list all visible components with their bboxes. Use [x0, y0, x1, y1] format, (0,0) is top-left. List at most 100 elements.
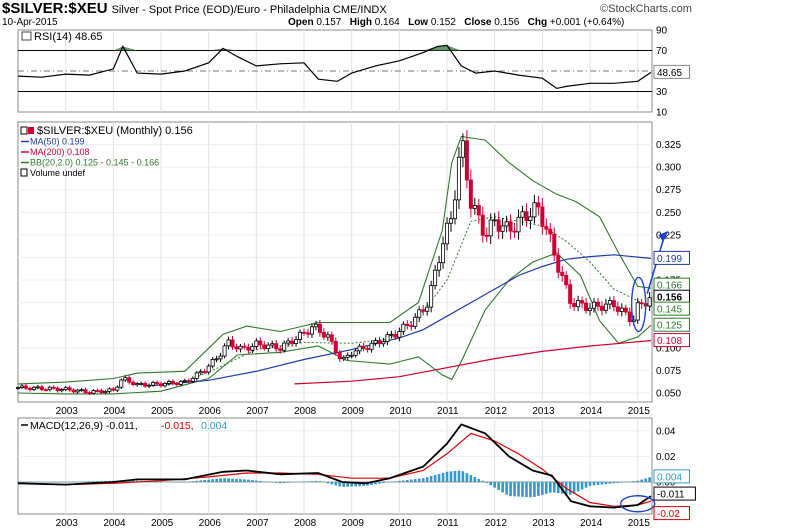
macd-x-tick-label: 2012: [485, 518, 508, 529]
candle-body: [170, 381, 175, 385]
candle-body: [397, 331, 402, 338]
macd-hist-bar: [286, 482, 290, 483]
candle-body: [71, 389, 76, 393]
candle-body: [532, 202, 537, 218]
candle-body: [242, 345, 247, 348]
macd-hist-bar: [259, 480, 262, 482]
candle-body: [456, 156, 461, 201]
macd-hist-bar: [334, 482, 338, 486]
candle-body: [127, 377, 132, 383]
macd-hist-bar: [429, 476, 433, 482]
macd-hist-bar: [556, 482, 560, 494]
candle-body: [198, 371, 203, 374]
candle-body: [262, 344, 267, 350]
price-x-tick-label: 2005: [151, 406, 174, 417]
macd-tick-label: 0.02: [656, 452, 676, 463]
candle-body: [615, 306, 620, 312]
macd-hist-bar: [36, 482, 40, 483]
macd-hist-bar: [485, 482, 489, 483]
candle-body: [492, 219, 497, 222]
macd-hist-bar: [417, 478, 421, 482]
macd-hist-bar: [632, 481, 636, 482]
chg-label: Chg: [527, 17, 548, 28]
candle-body: [107, 388, 112, 392]
macd-hist-bar: [374, 482, 377, 485]
macd-hist-bar: [100, 481, 103, 482]
macd-hist-bar: [266, 481, 270, 483]
candle-body: [202, 371, 207, 373]
price-x-tick-label: 2007: [246, 406, 269, 417]
candle-body: [639, 302, 644, 305]
macd-hist-bar: [497, 482, 500, 490]
macd-hist-bar: [358, 482, 361, 487]
macd-hist-bar: [195, 480, 199, 482]
macd-hist-bar: [560, 482, 564, 494]
candle-body: [75, 389, 80, 393]
candle-body: [445, 222, 450, 245]
candle-body: [329, 334, 334, 342]
macd-hist-bar: [207, 479, 210, 482]
candle-body: [433, 269, 438, 287]
candle-body: [500, 225, 505, 232]
candle-body: [635, 302, 640, 321]
macd-hist-bar: [52, 482, 56, 483]
price-tick-label: 0.225: [656, 230, 681, 241]
macd-hist-bar: [294, 482, 298, 483]
macd-hist-bar: [302, 481, 306, 483]
macd-x-tick-label: 2011: [437, 518, 459, 529]
price-x-tick-label: 2012: [485, 406, 508, 417]
macd-hist-bar: [28, 482, 32, 483]
candle-body: [476, 205, 481, 216]
candle-body: [512, 230, 517, 233]
candle-body: [321, 331, 326, 338]
macd-hist-bar: [282, 482, 286, 484]
macd-value-label-box: [653, 469, 690, 484]
macd-x-tick-label: 2014: [580, 518, 603, 529]
macd-hist-bar: [437, 473, 441, 482]
macd-hist-bar: [350, 482, 353, 487]
macd-hist-bar: [131, 480, 135, 482]
price-tick-label: 0.050: [656, 388, 681, 399]
macd-hist-bar: [620, 482, 624, 483]
macd-hist-bar: [394, 481, 397, 482]
candle-body: [365, 348, 370, 350]
candle-body: [603, 303, 608, 311]
macd-hist-bar: [199, 480, 203, 482]
candle-body: [47, 386, 52, 391]
macd-hist-bar: [409, 479, 413, 482]
macd-hist-bar: [628, 481, 632, 483]
macd-value-label: -0.011: [657, 490, 685, 501]
macd-value-label: 0.004: [657, 472, 682, 483]
macd-hist-bar: [290, 482, 294, 483]
candle-body: [162, 383, 167, 387]
high-label: High: [349, 17, 372, 28]
candle-body: [111, 388, 116, 391]
price-tick-label: 0.275: [656, 185, 681, 196]
macd-hist-bar: [76, 481, 79, 483]
macd-hist-bar: [636, 480, 639, 482]
macd-hist-bar: [92, 481, 95, 482]
candle-body: [147, 384, 152, 387]
price-x-tick-label: 2006: [199, 406, 222, 417]
macd-hist-bar: [211, 479, 214, 482]
candle-body: [619, 307, 624, 312]
macd-x-tick-label: 2009: [342, 518, 365, 529]
macd-hist-bar: [612, 482, 616, 484]
macd-hist-bar: [608, 482, 612, 484]
macd-hist-bar: [203, 480, 207, 482]
candle-body: [540, 206, 545, 227]
annotation-arrowhead: [658, 231, 669, 242]
macd-hist-bar: [398, 480, 401, 482]
macd-legend-macd: MACD(12,26,9) -0.011,: [30, 420, 138, 432]
macd-hist-bar: [338, 482, 342, 487]
candle-body: [437, 262, 442, 271]
candle-body: [607, 300, 612, 305]
candle-body: [595, 301, 600, 307]
candle-body: [214, 358, 219, 361]
annotation-arrow-shaft: [646, 237, 665, 294]
candle-body: [544, 226, 549, 230]
price-x-tick-label: 2004: [103, 406, 126, 417]
macd-hist-bar: [521, 482, 524, 497]
candle-body: [99, 390, 104, 394]
